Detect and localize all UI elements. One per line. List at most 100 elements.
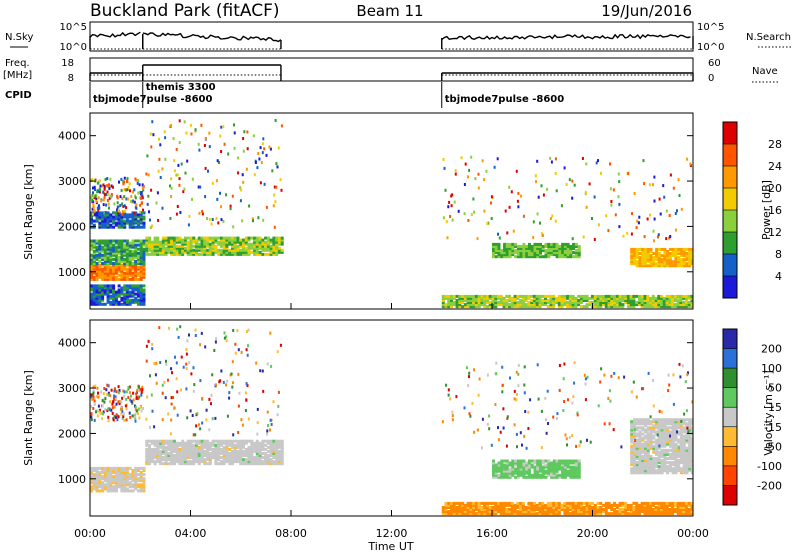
data-cell: [660, 452, 664, 456]
data-cell: [101, 288, 105, 292]
scatter-cell: [229, 204, 232, 208]
data-cell: [524, 303, 528, 307]
data-cell: [139, 298, 143, 302]
data-cell: [544, 301, 547, 304]
data-cell: [691, 446, 693, 450]
scatter-cell: [269, 428, 271, 432]
data-cell: [497, 463, 501, 467]
data-cell: [203, 439, 207, 443]
data-cell: [269, 240, 273, 244]
data-cell: [668, 420, 672, 424]
scatter-cell: [151, 224, 154, 228]
data-cell: [95, 469, 99, 472]
freq-label: Freq.: [5, 58, 30, 69]
data-cell: [682, 450, 686, 454]
data-cell: [450, 512, 453, 516]
data-cell: [635, 434, 639, 438]
data-cell: [688, 442, 692, 446]
data-cell: [671, 438, 675, 442]
data-cell: [599, 512, 603, 516]
data-cell: [250, 454, 254, 457]
data-cell: [142, 255, 146, 259]
data-cell: [558, 463, 562, 467]
data-cell: [527, 303, 531, 307]
data-cell: [277, 238, 281, 242]
data-cell: [131, 479, 135, 483]
scatter-cell: [147, 194, 150, 198]
data-cell: [131, 255, 135, 259]
data-cell: [167, 447, 171, 451]
scatter-cell: [103, 187, 106, 191]
data-cell: [125, 253, 129, 257]
scatter-cell: [481, 159, 484, 163]
scatter-cell: [545, 431, 548, 435]
data-cell: [486, 512, 489, 516]
data-cell: [563, 506, 567, 509]
data-cell: [170, 443, 174, 447]
data-cell: [101, 477, 105, 481]
scatter-cell: [106, 392, 109, 396]
data-cell: [510, 512, 514, 516]
data-cell: [117, 277, 121, 281]
data-cell: [602, 299, 605, 302]
data-cell: [522, 475, 526, 479]
data-cell: [643, 305, 647, 309]
data-cell: [120, 217, 124, 221]
data-cell: [95, 275, 99, 279]
data-cell: [112, 479, 116, 483]
data-cell: [128, 473, 132, 477]
data-cell: [92, 466, 96, 470]
data-cell: [536, 245, 540, 248]
scatter-cell: [612, 188, 615, 192]
data-cell: [125, 466, 129, 470]
data-cell: [547, 245, 551, 248]
data-cell: [502, 512, 506, 516]
scatter-cell: [519, 431, 522, 435]
data-cell: [552, 473, 556, 477]
data-cell: [463, 503, 467, 507]
data-cell: [90, 213, 93, 217]
data-cell: [508, 501, 512, 505]
freq-tick-bottom: 8: [68, 73, 74, 84]
data-cell: [480, 510, 484, 514]
data-cell: [228, 462, 232, 466]
scatter-cell: [120, 412, 123, 416]
data-cell: [511, 247, 515, 250]
data-cell: [195, 443, 198, 447]
data-cell: [90, 267, 93, 271]
data-cell: [593, 305, 597, 309]
data-cell: [117, 273, 121, 277]
scatter-cell: [643, 235, 646, 239]
data-cell: [258, 458, 262, 462]
data-cell: [677, 430, 681, 434]
data-cell: [123, 487, 127, 491]
data-cell: [219, 447, 223, 451]
data-cell: [569, 467, 573, 471]
data-cell: [178, 452, 182, 455]
scatter-cell: [207, 169, 209, 173]
data-cell: [153, 240, 157, 244]
data-cell: [621, 508, 625, 511]
data-cell: [137, 489, 140, 493]
data-cell: [687, 510, 691, 514]
data-cell: [660, 448, 664, 452]
data-cell: [189, 439, 193, 443]
data-cell: [258, 252, 262, 256]
data-cell: [685, 418, 689, 422]
data-cell: [618, 512, 622, 516]
data-cell: [277, 445, 281, 449]
data-cell: [156, 443, 160, 447]
data-cell: [90, 241, 93, 245]
data-cell: [574, 459, 578, 463]
scatter-cell: [525, 446, 528, 450]
data-cell: [500, 255, 504, 259]
data-cell: [626, 301, 630, 304]
data-cell: [514, 463, 518, 467]
data-cell: [685, 299, 688, 302]
scatter-cell: [540, 409, 543, 413]
data-cell: [214, 240, 218, 244]
data-cell: [125, 489, 129, 493]
data-cell: [549, 301, 553, 304]
data-cell: [159, 242, 163, 246]
data-cell: [172, 460, 176, 464]
